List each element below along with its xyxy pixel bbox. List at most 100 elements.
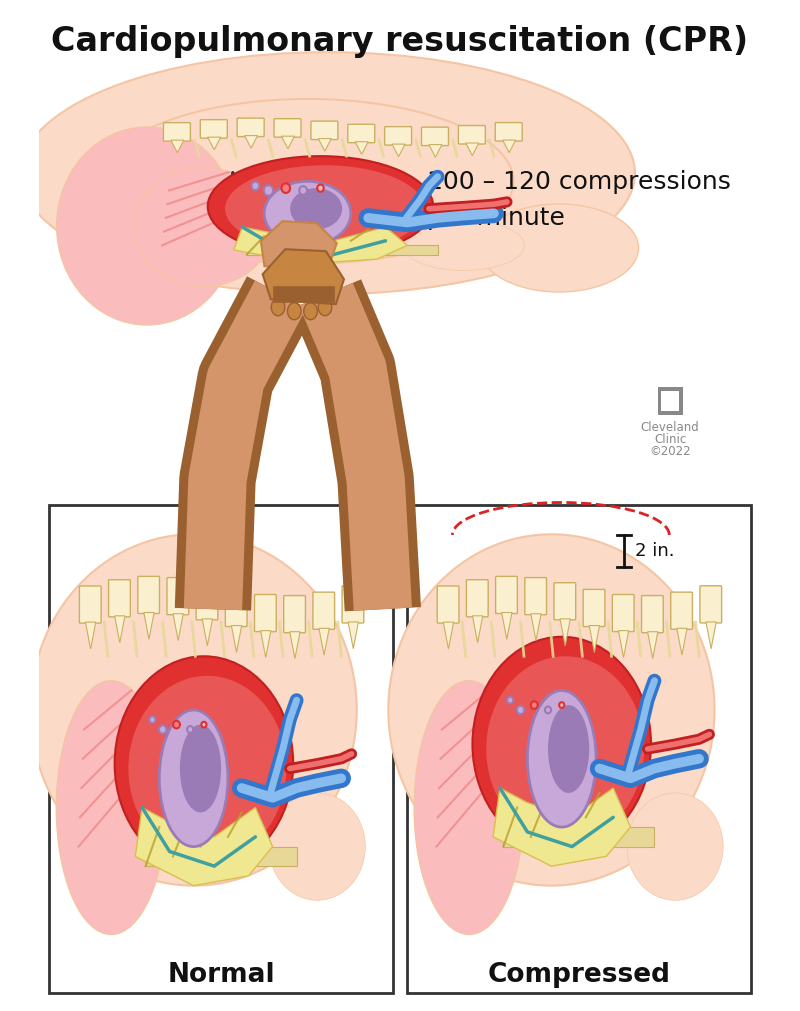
- FancyBboxPatch shape: [385, 126, 412, 146]
- Ellipse shape: [287, 302, 301, 319]
- FancyBboxPatch shape: [313, 592, 334, 629]
- Circle shape: [507, 697, 514, 704]
- Ellipse shape: [486, 656, 644, 842]
- FancyBboxPatch shape: [348, 124, 374, 143]
- Polygon shape: [234, 227, 407, 264]
- Text: 100 – 120 compressions
per minute: 100 – 120 compressions per minute: [427, 170, 731, 229]
- FancyBboxPatch shape: [700, 585, 722, 623]
- Ellipse shape: [269, 793, 366, 900]
- Circle shape: [531, 702, 538, 709]
- Circle shape: [173, 721, 180, 728]
- Polygon shape: [144, 613, 154, 639]
- Polygon shape: [466, 143, 478, 156]
- Ellipse shape: [269, 264, 283, 282]
- Text: 2 in.: 2 in.: [635, 542, 674, 560]
- FancyBboxPatch shape: [109, 579, 130, 617]
- Ellipse shape: [114, 656, 293, 871]
- FancyBboxPatch shape: [612, 594, 634, 632]
- Ellipse shape: [264, 181, 351, 246]
- Ellipse shape: [284, 268, 298, 286]
- Ellipse shape: [318, 298, 332, 315]
- FancyBboxPatch shape: [583, 589, 605, 627]
- Text: Compressed: Compressed: [487, 962, 670, 988]
- FancyBboxPatch shape: [196, 582, 218, 620]
- Ellipse shape: [102, 99, 514, 264]
- Polygon shape: [618, 631, 629, 657]
- Bar: [407, 506, 750, 993]
- FancyBboxPatch shape: [458, 125, 486, 144]
- Polygon shape: [246, 246, 438, 255]
- FancyBboxPatch shape: [79, 586, 101, 623]
- Polygon shape: [114, 616, 125, 643]
- FancyBboxPatch shape: [274, 118, 301, 137]
- Polygon shape: [261, 221, 337, 269]
- FancyBboxPatch shape: [254, 594, 276, 632]
- Ellipse shape: [414, 680, 524, 934]
- Polygon shape: [245, 135, 258, 149]
- Circle shape: [251, 182, 259, 190]
- Ellipse shape: [180, 725, 221, 813]
- FancyBboxPatch shape: [311, 121, 338, 140]
- Polygon shape: [171, 141, 184, 153]
- Text: Cardiopulmonary resuscitation (CPR): Cardiopulmonary resuscitation (CPR): [51, 25, 749, 59]
- Text: Normal: Normal: [167, 962, 275, 988]
- FancyBboxPatch shape: [342, 585, 364, 623]
- Circle shape: [282, 183, 290, 193]
- Ellipse shape: [527, 691, 596, 827]
- Circle shape: [150, 717, 155, 723]
- Polygon shape: [282, 136, 294, 149]
- Ellipse shape: [290, 188, 342, 229]
- Polygon shape: [261, 631, 271, 657]
- Polygon shape: [173, 614, 183, 641]
- Polygon shape: [290, 632, 300, 658]
- Ellipse shape: [57, 127, 238, 325]
- FancyBboxPatch shape: [167, 577, 189, 615]
- Circle shape: [545, 707, 551, 714]
- Polygon shape: [473, 616, 482, 643]
- Circle shape: [318, 185, 324, 192]
- Text: ©2022: ©2022: [650, 445, 691, 458]
- Ellipse shape: [388, 534, 714, 886]
- Ellipse shape: [30, 534, 357, 886]
- Circle shape: [202, 722, 206, 728]
- Bar: [658, 411, 683, 415]
- Text: Cleveland: Cleveland: [641, 421, 699, 434]
- FancyBboxPatch shape: [284, 595, 306, 633]
- FancyBboxPatch shape: [422, 127, 449, 146]
- FancyBboxPatch shape: [670, 592, 693, 629]
- Ellipse shape: [473, 637, 651, 851]
- Polygon shape: [231, 626, 242, 652]
- Polygon shape: [392, 145, 405, 157]
- Ellipse shape: [403, 220, 524, 271]
- Polygon shape: [208, 137, 221, 150]
- Bar: [658, 387, 661, 415]
- FancyBboxPatch shape: [438, 586, 459, 623]
- Polygon shape: [647, 632, 658, 658]
- Ellipse shape: [56, 680, 166, 934]
- Polygon shape: [348, 622, 358, 649]
- Ellipse shape: [159, 710, 228, 846]
- Polygon shape: [86, 622, 96, 649]
- Ellipse shape: [304, 302, 318, 319]
- FancyBboxPatch shape: [554, 582, 576, 620]
- Circle shape: [559, 703, 564, 708]
- Polygon shape: [502, 613, 512, 639]
- FancyBboxPatch shape: [138, 576, 159, 614]
- Polygon shape: [262, 249, 344, 304]
- Circle shape: [517, 706, 524, 714]
- Ellipse shape: [21, 53, 635, 294]
- Ellipse shape: [627, 793, 723, 900]
- Polygon shape: [560, 619, 570, 646]
- Polygon shape: [531, 614, 541, 641]
- FancyBboxPatch shape: [496, 576, 518, 614]
- FancyBboxPatch shape: [237, 118, 264, 136]
- Bar: [679, 387, 683, 415]
- Polygon shape: [706, 622, 716, 649]
- Polygon shape: [493, 788, 630, 866]
- Polygon shape: [502, 141, 516, 153]
- Bar: [50, 506, 393, 993]
- Polygon shape: [135, 808, 273, 886]
- Polygon shape: [590, 626, 599, 652]
- FancyBboxPatch shape: [466, 579, 488, 617]
- FancyBboxPatch shape: [495, 122, 522, 142]
